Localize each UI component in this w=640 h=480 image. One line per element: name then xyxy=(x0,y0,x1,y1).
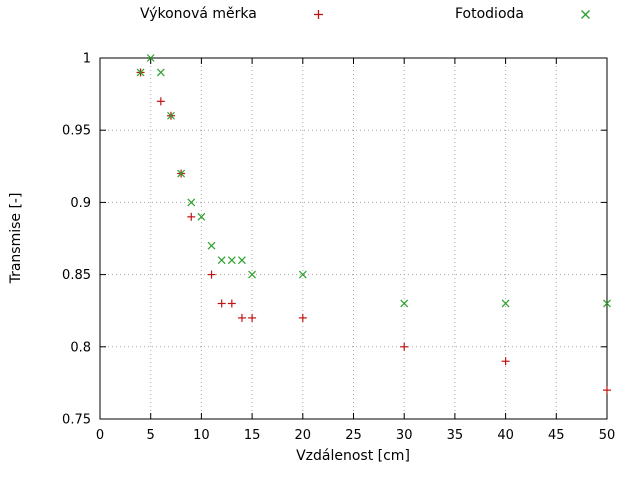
y-axis-label: Transmise [-] xyxy=(8,192,24,284)
svg-text:50: 50 xyxy=(599,428,616,443)
svg-text:10: 10 xyxy=(193,428,210,443)
legend-entry-photodiode: Fotodioda xyxy=(455,6,592,22)
svg-text:0.85: 0.85 xyxy=(62,268,91,283)
svg-text:0.95: 0.95 xyxy=(62,124,91,139)
svg-text:25: 25 xyxy=(345,428,362,443)
legend-label-photodiode: Fotodioda xyxy=(455,6,524,22)
svg-text:0.75: 0.75 xyxy=(62,413,91,428)
svg-text:30: 30 xyxy=(396,428,413,443)
x-axis-label: Vzdálenost [cm] xyxy=(296,448,410,464)
svg-text:40: 40 xyxy=(497,428,514,443)
svg-text:5: 5 xyxy=(147,428,155,443)
plus-marker-icon xyxy=(313,9,323,19)
cross-marker-icon xyxy=(581,9,590,19)
svg-text:35: 35 xyxy=(447,428,464,443)
svg-text:15: 15 xyxy=(244,428,261,443)
legend-entry-power-meter: Výkonová měrka xyxy=(140,6,325,22)
legend-label-power-meter: Výkonová měrka xyxy=(140,6,257,22)
svg-text:20: 20 xyxy=(295,428,312,443)
svg-text:0: 0 xyxy=(96,428,104,443)
svg-text:45: 45 xyxy=(548,428,565,443)
svg-text:1: 1 xyxy=(83,52,91,67)
svg-text:0.9: 0.9 xyxy=(70,196,91,211)
svg-text:0.8: 0.8 xyxy=(70,340,91,355)
